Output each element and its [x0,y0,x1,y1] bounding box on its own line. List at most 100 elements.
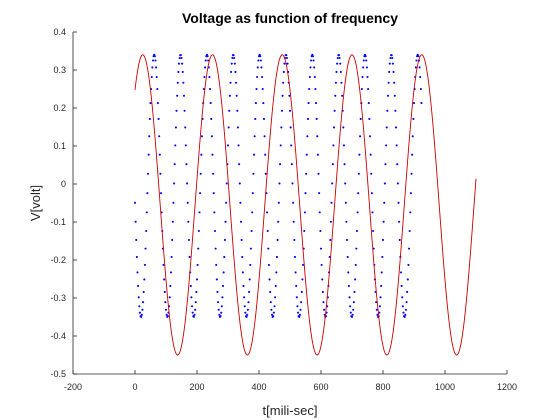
y-tick-label: 0 [61,179,66,189]
data-point [138,311,142,314]
data-point [390,54,393,57]
data-point [298,315,301,318]
data-point [142,301,145,304]
data-point [365,66,368,69]
data-point [138,305,141,308]
data-point [177,62,181,65]
data-point [335,70,338,74]
data-point [348,296,351,299]
data-point [159,172,162,175]
data-point [276,238,279,242]
data-point [401,305,404,308]
data-point [135,238,138,242]
data-point [217,301,220,304]
data-point [334,94,337,97]
data-point [145,229,148,233]
data-point [329,238,332,242]
data-point [286,62,289,65]
data-point [143,263,146,266]
data-point [312,59,315,62]
data-point [359,135,362,138]
data-point [228,109,231,112]
data-point [329,220,332,223]
data-point [294,271,297,274]
data-point [300,290,303,294]
data-point [198,211,201,214]
data-point [339,70,342,74]
data-point [288,94,291,97]
data-point [409,211,412,214]
data-point [308,76,311,79]
data-point [200,135,204,138]
data-point [197,247,200,250]
data-point [137,296,140,299]
data-point [275,255,279,259]
data-point [208,76,211,79]
data-point [296,305,299,308]
data-point [355,247,358,250]
data-point [412,117,415,121]
data-point [221,284,225,288]
data-point [301,278,304,281]
data-point [259,59,262,62]
y-tick-label: 0.1 [53,141,66,151]
data-point [133,201,137,204]
data-point [350,315,354,318]
data-point [410,172,413,175]
data-point [414,66,417,69]
data-point [295,296,298,299]
data-point [393,94,396,97]
data-point [141,308,144,311]
data-point [197,229,200,233]
data-point [397,201,400,204]
data-point [275,271,278,274]
data-point [340,81,343,84]
data-point [216,290,219,294]
data-point [259,55,262,58]
data-point [333,109,336,112]
data-point [341,94,344,97]
data-point [381,255,384,259]
data-point [349,305,352,308]
data-point [193,313,196,316]
data-point [279,144,282,147]
data-point [256,66,259,69]
data-point [383,201,386,204]
data-point [372,229,375,233]
data-point [261,76,264,79]
data-point [274,284,277,288]
data-point [293,238,296,242]
data-point [370,172,373,175]
data-point [165,313,168,316]
data-point [194,301,197,304]
data-point [238,182,241,185]
data-point [156,87,159,91]
data-point [155,76,158,79]
data-point [267,263,270,266]
data-point [342,126,345,129]
data-point [316,153,319,156]
data-point [186,201,189,204]
data-point [303,229,306,233]
data-point [279,163,282,166]
data-point [299,308,302,311]
data-point [270,308,273,311]
data-point [154,59,157,62]
data-point [288,109,292,112]
data-point [148,117,151,121]
x-axis-label: t[mili-sec] [263,403,318,418]
data-point [396,182,399,185]
data-point [157,117,160,121]
data-point [251,192,254,195]
data-point [219,315,222,318]
data-point [330,201,333,204]
chart-title: Voltage as function of frequency [182,10,398,26]
data-point [187,238,190,242]
data-point [171,220,174,223]
data-point [225,201,228,204]
data-point [149,102,152,105]
data-point [378,305,381,308]
x-tick-label: 200 [189,382,204,392]
data-point [189,284,192,288]
